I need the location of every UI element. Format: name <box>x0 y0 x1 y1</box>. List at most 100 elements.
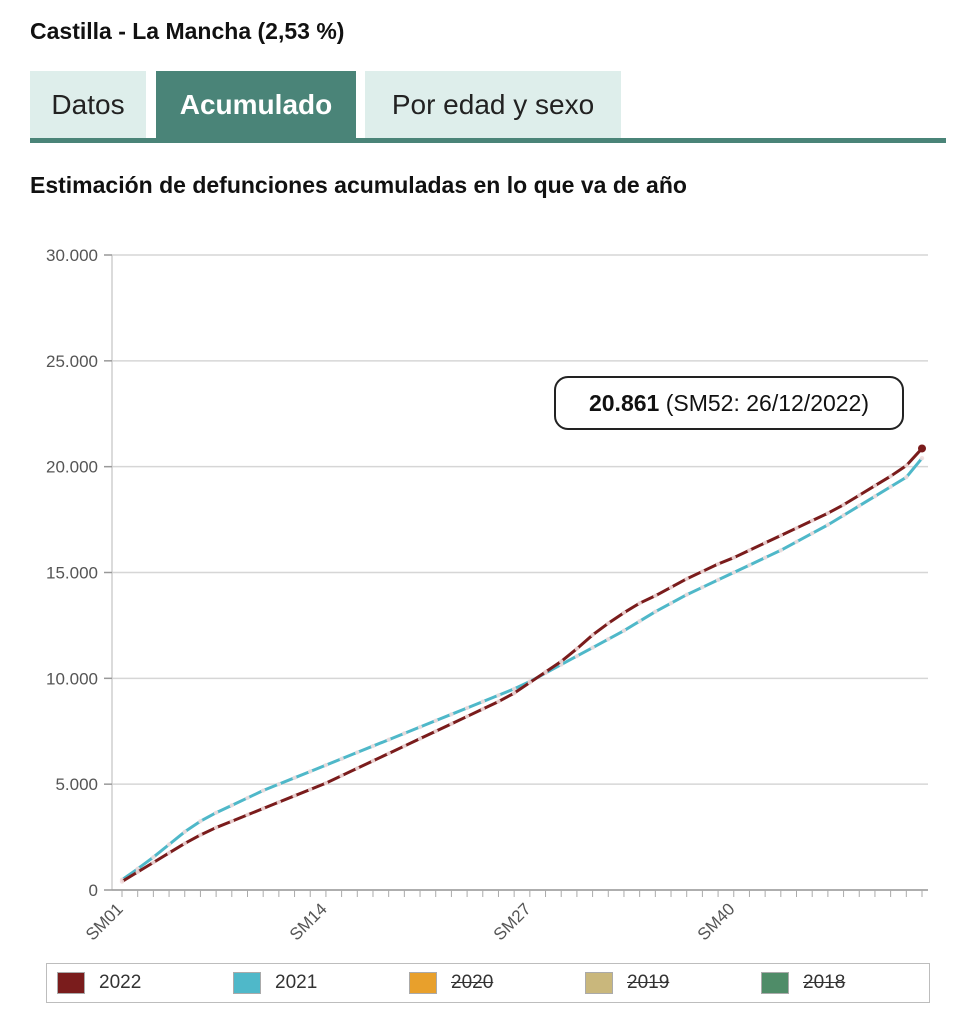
series-point-2022[interactable] <box>323 780 329 786</box>
series-point-2022[interactable] <box>684 576 689 582</box>
series-point-2022[interactable] <box>433 729 438 734</box>
series-point-2022[interactable] <box>182 841 187 846</box>
series-point-2022[interactable] <box>637 600 642 606</box>
series-point-2021[interactable] <box>574 653 580 659</box>
series-point-2021[interactable] <box>433 718 438 723</box>
tab-acumulado[interactable]: Acumulado <box>156 71 356 138</box>
series-point-2021[interactable] <box>449 712 454 717</box>
series-point-2022[interactable] <box>857 493 862 498</box>
series-point-2021[interactable] <box>700 585 705 590</box>
series-point-2021[interactable] <box>747 562 752 568</box>
series-point-2022[interactable] <box>809 518 815 523</box>
series-point-2022[interactable] <box>151 860 156 865</box>
series-point-2021[interactable] <box>809 531 815 536</box>
series-point-2021[interactable] <box>260 788 266 793</box>
series-point-2021[interactable] <box>637 618 642 624</box>
series-point-2021[interactable] <box>904 475 909 480</box>
series-point-2021[interactable] <box>182 829 187 834</box>
legend-item-2020[interactable]: 2020 <box>409 964 493 1002</box>
series-point-2021[interactable] <box>464 705 470 711</box>
series-point-2021[interactable] <box>872 494 878 499</box>
series-point-2022[interactable] <box>417 736 423 741</box>
series-point-2022[interactable] <box>480 706 485 712</box>
series-point-2022[interactable] <box>260 806 266 811</box>
series-point-2021[interactable] <box>308 769 313 774</box>
series-point-2021[interactable] <box>794 539 799 545</box>
series-point-2021[interactable] <box>668 600 674 606</box>
series-point-2021[interactable] <box>370 743 376 749</box>
tab-datos[interactable]: Datos <box>30 71 146 138</box>
series-point-2022[interactable] <box>135 869 140 875</box>
series-point-2021[interactable] <box>825 522 831 528</box>
series-point-2022[interactable] <box>292 793 297 799</box>
series-point-2021[interactable] <box>762 555 768 560</box>
series-point-2022[interactable] <box>511 690 517 696</box>
series-point-2021[interactable] <box>323 762 329 768</box>
series-point-2022[interactable] <box>245 812 250 818</box>
series-point-2022[interactable] <box>700 569 705 574</box>
series-point-2021[interactable] <box>919 456 925 461</box>
series-point-2021[interactable] <box>606 636 611 642</box>
series-point-2022[interactable] <box>119 879 125 884</box>
highlighted-point[interactable] <box>918 444 926 453</box>
legend-item-2018[interactable]: 2018 <box>761 964 845 1002</box>
series-point-2022[interactable] <box>574 646 580 651</box>
series-point-2021[interactable] <box>229 803 235 808</box>
series-point-2021[interactable] <box>355 750 360 755</box>
series-point-2021[interactable] <box>731 570 736 575</box>
series-point-2022[interactable] <box>496 699 501 704</box>
series-point-2022[interactable] <box>339 773 344 778</box>
series-point-2022[interactable] <box>559 659 564 664</box>
legend-item-2022[interactable]: 2022 <box>57 964 141 1002</box>
series-point-2022[interactable] <box>825 511 831 516</box>
series-point-2022[interactable] <box>590 632 595 638</box>
series-point-2021[interactable] <box>151 854 156 860</box>
series-point-2021[interactable] <box>590 645 595 650</box>
series-point-2021[interactable] <box>417 724 423 730</box>
series-point-2021[interactable] <box>621 628 627 633</box>
series-point-2021[interactable] <box>715 577 721 583</box>
series-point-2022[interactable] <box>794 525 799 531</box>
series-point-2022[interactable] <box>402 743 407 749</box>
series-point-2022[interactable] <box>308 787 313 792</box>
series-point-2022[interactable] <box>621 610 627 615</box>
series-point-2021[interactable] <box>339 756 344 761</box>
series-point-2021[interactable] <box>198 819 203 824</box>
series-point-2021[interactable] <box>292 775 297 781</box>
series-point-2022[interactable] <box>778 533 784 538</box>
series-point-2022[interactable] <box>653 593 658 598</box>
series-point-2022[interactable] <box>747 548 752 553</box>
series-point-2022[interactable] <box>386 751 391 756</box>
series-point-2021[interactable] <box>166 842 172 847</box>
series-point-2022[interactable] <box>543 669 548 675</box>
series-point-2021[interactable] <box>480 699 485 704</box>
series-point-2022[interactable] <box>527 680 533 685</box>
series-point-2021[interactable] <box>386 737 391 742</box>
legend-item-2019[interactable]: 2019 <box>585 964 669 1002</box>
series-point-2022[interactable] <box>731 555 736 560</box>
series-point-2022[interactable] <box>464 714 470 719</box>
series-point-2021[interactable] <box>511 686 517 692</box>
series-point-2022[interactable] <box>198 832 203 838</box>
series-point-2021[interactable] <box>888 484 893 489</box>
series-point-2022[interactable] <box>229 819 235 824</box>
series-point-2021[interactable] <box>276 781 282 787</box>
series-point-2022[interactable] <box>166 850 172 856</box>
series-point-2022[interactable] <box>213 825 219 830</box>
series-point-2022[interactable] <box>355 766 360 771</box>
series-point-2021[interactable] <box>684 592 689 597</box>
series-point-2022[interactable] <box>276 799 282 805</box>
series-point-2021[interactable] <box>213 810 219 815</box>
series-point-2021[interactable] <box>857 503 862 509</box>
series-point-2022[interactable] <box>762 540 768 546</box>
series-point-2021[interactable] <box>245 795 250 801</box>
series-point-2022[interactable] <box>370 758 376 764</box>
series-point-2022[interactable] <box>715 561 721 567</box>
tab-por-edad-y-sexo[interactable]: Por edad y sexo <box>365 71 621 138</box>
series-point-2022[interactable] <box>606 621 611 626</box>
series-point-2021[interactable] <box>841 513 846 518</box>
series-point-2021[interactable] <box>778 548 784 553</box>
series-point-2021[interactable] <box>496 693 501 698</box>
series-point-2021[interactable] <box>402 731 407 736</box>
series-point-2022[interactable] <box>841 502 846 507</box>
